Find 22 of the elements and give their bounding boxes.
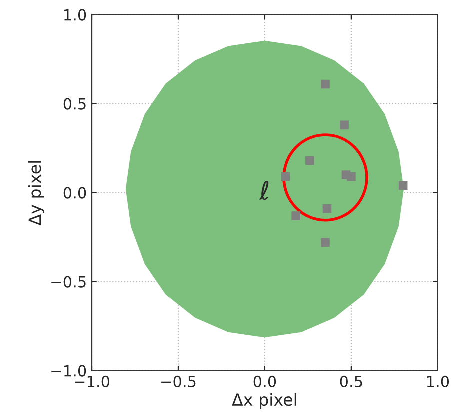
x-tick-label: 0.0 (254, 376, 276, 388)
point (321, 238, 330, 248)
y-tick-label: 1.0 (64, 9, 86, 21)
point (340, 120, 349, 130)
point (292, 212, 300, 220)
point (347, 172, 356, 182)
point (281, 172, 290, 182)
point (306, 156, 314, 166)
point (398, 181, 408, 190)
x-tick-label: −1.0 (75, 376, 110, 388)
x-axis-title: Δx pixel (232, 393, 296, 410)
annotation: ℓ (259, 181, 269, 200)
x-tick-label: 0.5 (340, 376, 362, 388)
y-tick-label: 0.0 (64, 187, 86, 199)
y-axis-title: Δy pixel (28, 161, 44, 226)
x-tick-label: −0.5 (162, 376, 196, 388)
y-tick-label: −0.5 (52, 276, 86, 288)
point (322, 204, 332, 214)
x-tick-label: 1.0 (427, 376, 450, 388)
y-tick-label: −1.0 (52, 365, 86, 377)
point (321, 80, 330, 89)
y-tick-label: 0.5 (64, 98, 86, 110)
